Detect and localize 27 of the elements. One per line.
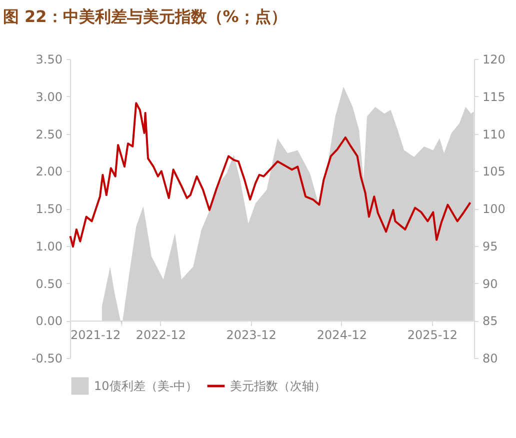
x-tick-label: 2023-12 [226,328,276,342]
y-tick-label: 1.00 [36,239,62,254]
y2-tick-label: 115 [482,90,506,104]
y2-tick-label: 90 [482,276,498,291]
y2-tick-label: 120 [482,52,506,66]
y2-tick-label: 95 [482,239,498,254]
y-tick-label: 0.50 [36,276,62,291]
y-tick-label: 3.00 [36,90,62,104]
y-tick-label: 3.50 [36,52,62,66]
y-tick-label: 0.00 [36,314,62,328]
legend-label: 美元指数（次轴） [230,379,326,393]
x-tick-label: 2022-12 [136,328,186,342]
x-tick-label: 2021-12 [70,328,121,342]
y2-tick-label: 100 [482,202,506,216]
line-series [69,102,472,248]
x-tick-label: 2025-12 [407,328,458,342]
y-tick-label: -0.50 [31,352,62,366]
y2-tick-label: 80 [482,352,498,366]
y2-tick-label: 110 [482,127,506,142]
legend-label: 10债利差（美-中） [94,379,198,393]
chart-title: 图 22：中美利差与美元指数（%；点） [2,7,287,26]
x-tick-label: 2024-12 [316,328,368,342]
y2-tick-label: 85 [482,314,498,328]
y-tick-label: 1.50 [36,202,62,216]
y-tick-label: 2.50 [36,127,62,142]
y-tick-label: 2.00 [36,164,62,179]
y2-tick-label: 105 [482,164,506,179]
